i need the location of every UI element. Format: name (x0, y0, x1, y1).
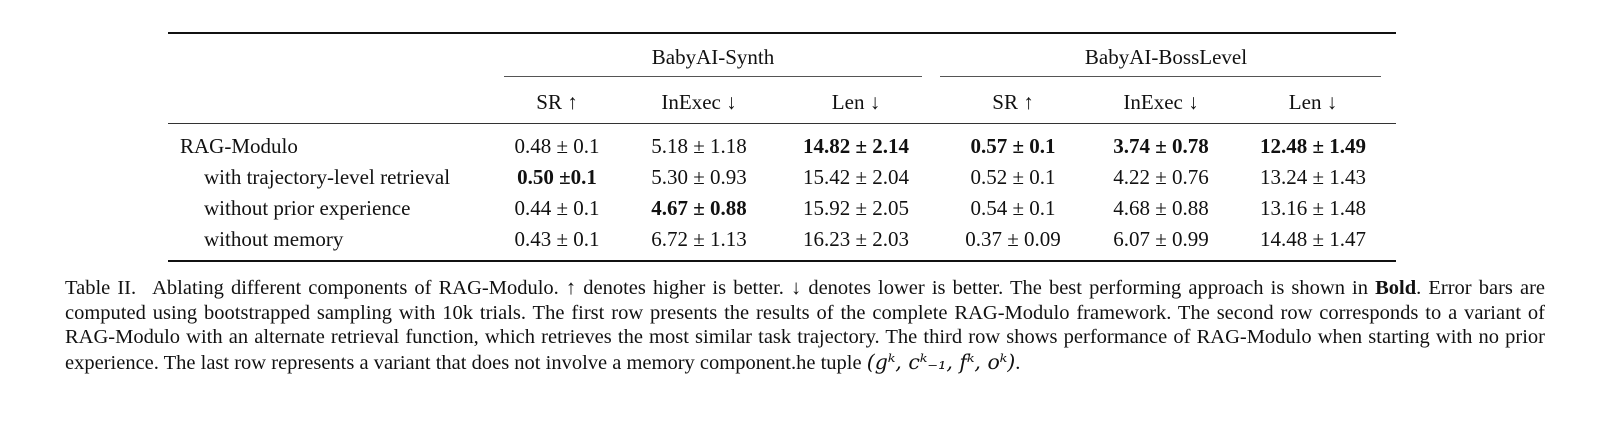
table-cell: 4.22 ± 0.76 (1113, 165, 1209, 189)
metric-header-synth-sr: SR ↑ (536, 90, 578, 114)
row-label-no-memory: without memory (204, 227, 344, 251)
bottom-rule (168, 260, 1396, 262)
caption-text-1: Ablating different components of RAG-Mod… (152, 277, 1368, 299)
table-cell: 0.54 ± 0.1 (970, 196, 1056, 220)
table-cell: 15.42 ± 2.04 (802, 165, 910, 189)
group-header-babyai-synth: BabyAI-Synth (651, 45, 775, 69)
caption-bold-word: Bold (1375, 277, 1417, 299)
caption-label: Table II. (65, 277, 137, 299)
results-table: BabyAI-Synth BabyAI-BossLevel SR ↑ InExe… (168, 32, 1430, 265)
metric-header-synth-inexec: InExec ↓ (661, 90, 737, 114)
group-header-babyai-bosslevel: BabyAI-BossLevel (1084, 45, 1248, 69)
row-label-rag-modulo: RAG-Modulo (180, 134, 298, 158)
caption-text-2: . Error bars are computed using bootstra… (65, 277, 1546, 374)
table-cell: 6.72 ± 1.13 (651, 227, 747, 251)
metric-header-boss-sr: SR ↑ (992, 90, 1034, 114)
table-cell: 5.18 ± 1.18 (651, 134, 747, 158)
table-cell: 4.67 ± 0.88 (651, 196, 747, 220)
caption-tuple-math: (gᵏ, cᵏ₋₁, fᵏ, oᵏ) (866, 349, 1016, 374)
table-cell: 0.37 ± 0.09 (965, 227, 1061, 251)
top-rule (168, 32, 1396, 34)
header-rule (168, 123, 1396, 124)
metric-header-synth-len: Len ↓ (831, 90, 881, 114)
table-cell: 0.50 ±0.1 (517, 165, 597, 189)
metric-header-boss-len: Len ↓ (1288, 90, 1338, 114)
table-cell: 16.23 ± 2.03 (802, 227, 910, 251)
row-label-no-prior-experience: without prior experience (204, 196, 411, 220)
table-cell: 14.82 ± 2.14 (802, 134, 910, 158)
metric-header-boss-inexec: InExec ↓ (1123, 90, 1199, 114)
table-cell: 0.43 ± 0.1 (514, 227, 600, 251)
table-cell: 0.57 ± 0.1 (970, 134, 1056, 158)
table-cell: 6.07 ± 0.99 (1113, 227, 1209, 251)
table-cell: 13.24 ± 1.43 (1259, 165, 1367, 189)
group-rule-bosslevel (940, 76, 1381, 77)
table-caption: Table II. Ablating different components … (65, 276, 1545, 375)
table-cell: 12.48 ± 1.49 (1259, 134, 1367, 158)
group-rule-synth (504, 76, 922, 77)
table-cell: 0.48 ± 0.1 (514, 134, 600, 158)
table-cell: 13.16 ± 1.48 (1259, 196, 1367, 220)
table-cell: 14.48 ± 1.47 (1259, 227, 1367, 251)
table-cell: 0.52 ± 0.1 (970, 165, 1056, 189)
table-cell: 0.44 ± 0.1 (514, 196, 600, 220)
caption-end: . (1015, 351, 1021, 374)
table-cell: 3.74 ± 0.78 (1113, 134, 1209, 158)
row-label-trajectory-retrieval: with trajectory-level retrieval (204, 165, 451, 189)
table-cell: 15.92 ± 2.05 (802, 196, 910, 220)
table-cell: 4.68 ± 0.88 (1113, 196, 1209, 220)
table-cell: 5.30 ± 0.93 (651, 165, 747, 189)
